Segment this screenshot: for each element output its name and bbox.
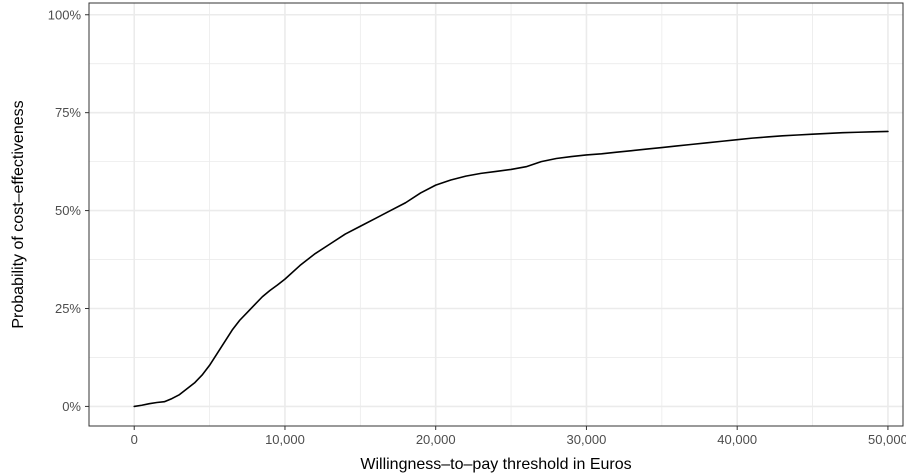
series-layer (133, 130, 889, 408)
x-tick-label: 30,000 (567, 432, 607, 447)
x-tick-label: 0 (131, 432, 138, 447)
panel-border (88, 2, 904, 427)
grid-major (89, 3, 903, 426)
x-tick-label: 10,000 (265, 432, 305, 447)
y-axis-ticks: 0% 25% 50% 75% 100% (48, 7, 89, 414)
y-axis-title: Probability of cost–effectiveness (10, 100, 27, 328)
y-tick-label: 75% (55, 105, 81, 120)
grid-minor (89, 3, 903, 426)
series-line (133, 130, 889, 408)
y-tick-label: 0% (62, 399, 81, 414)
x-tick-label: 50,000 (868, 432, 906, 447)
y-tick-label: 25% (55, 301, 81, 316)
x-axis-title: Willingness–to–pay threshold in Euros (360, 456, 631, 473)
x-tick-label: 40,000 (717, 432, 757, 447)
x-axis-ticks: 0 10,000 20,000 30,000 40,000 50,000 (131, 426, 906, 447)
x-tick-label: 20,000 (416, 432, 456, 447)
y-tick-label: 50% (55, 203, 81, 218)
y-tick-label: 100% (48, 7, 82, 22)
